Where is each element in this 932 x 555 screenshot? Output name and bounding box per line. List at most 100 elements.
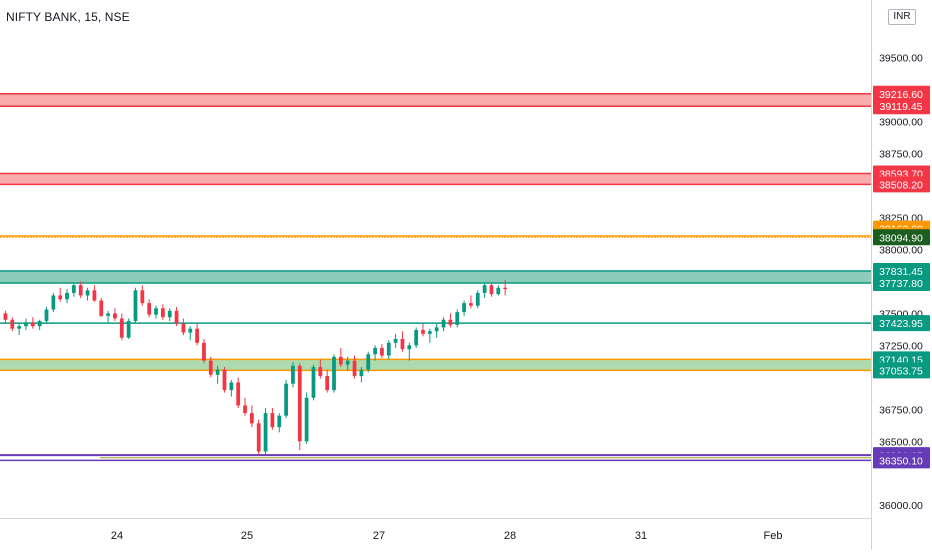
candle-down [202, 338, 206, 364]
candle-up [44, 306, 49, 324]
candle-down [489, 282, 494, 297]
x-tick-label: Feb [764, 530, 783, 542]
currency-label[interactable]: INR [888, 9, 916, 25]
candle-body [359, 369, 364, 377]
candle-body [434, 327, 439, 332]
candle-body [229, 382, 234, 391]
candle-body [373, 347, 377, 355]
candle-down [174, 306, 179, 327]
zone-layer [0, 93, 871, 462]
candle-up [37, 319, 42, 330]
symbol-title[interactable]: NIFTY BANK, 15, NSE [6, 10, 130, 24]
candle-body [113, 313, 117, 319]
candle-up [51, 292, 56, 313]
candle-body [441, 319, 446, 328]
candle-up [496, 285, 501, 296]
price-label-text: 38508.20 [879, 179, 923, 191]
price-label-text: 39119.45 [879, 101, 922, 113]
candle-body [421, 329, 425, 334]
candle-body [427, 331, 432, 334]
candle-body [380, 347, 384, 356]
price-label: 37053.75 [873, 362, 930, 379]
candle-body [44, 309, 49, 322]
candle-body [99, 300, 104, 316]
candle-up [167, 308, 172, 322]
olive-zone-fill [0, 359, 871, 371]
candle-up [441, 317, 446, 332]
candle-body [386, 342, 391, 356]
candle-down [208, 356, 213, 378]
candle-down [113, 308, 117, 322]
candle-down [325, 369, 330, 393]
red-zone-fill [0, 173, 871, 185]
candle-up [71, 282, 76, 297]
candle-up [455, 309, 460, 328]
candle-body [503, 287, 508, 290]
candle-up [277, 413, 282, 433]
candle-body [174, 310, 179, 324]
candle-up [386, 340, 391, 360]
candle-body [469, 303, 473, 306]
candle-body [51, 295, 56, 310]
y-tick-label: 39000.00 [879, 117, 923, 129]
price-label-bg [873, 315, 930, 332]
price-label-text: 37737.80 [879, 278, 923, 290]
axis-layer: 39500.0039000.0038750.0038250.0038000.00… [111, 53, 930, 542]
candle-down [297, 363, 302, 451]
candle-body [147, 303, 152, 315]
candle-body [256, 423, 261, 452]
candle-body [325, 376, 330, 391]
price-label-text: 36350.10 [879, 455, 923, 467]
candle-up [462, 300, 466, 316]
candle-body [414, 329, 419, 346]
y-tick-label: 39500.00 [879, 53, 923, 65]
candle-up [407, 342, 412, 361]
candle-body [181, 323, 186, 333]
candle-body [352, 360, 357, 377]
x-tick-label: 28 [504, 530, 516, 542]
y-tick-label: 38750.00 [879, 148, 923, 160]
candle-down [256, 419, 261, 456]
price-label-bg [873, 85, 930, 102]
candle-up [154, 305, 158, 319]
candle-body [448, 319, 453, 325]
candle-body [160, 308, 165, 318]
candle-body [10, 319, 15, 329]
candle-down [448, 313, 453, 328]
price-label-bg [873, 176, 930, 193]
green-zone-fill [0, 270, 871, 283]
candle-down [222, 367, 227, 393]
candle-up [17, 323, 21, 336]
price-label-text: 38094.90 [879, 232, 923, 244]
candle-up [65, 289, 69, 304]
y-tick-label: 37250.00 [879, 340, 923, 352]
candle-down [92, 285, 97, 302]
candle-body [202, 342, 206, 361]
candle-body [119, 318, 124, 338]
candle-down [400, 331, 405, 352]
candle-body [133, 290, 138, 322]
candle-down [195, 323, 199, 346]
candle-body [270, 413, 275, 428]
candle-body [338, 356, 343, 365]
candle-body [106, 313, 110, 316]
candle-down [160, 304, 165, 320]
candle-up [434, 323, 439, 338]
candle-up [366, 351, 371, 373]
candle-up [126, 318, 131, 339]
candle-up [393, 333, 398, 348]
candle-down [503, 280, 508, 296]
candle-up [311, 364, 316, 401]
candle-down [380, 344, 384, 359]
candle-body [58, 295, 63, 300]
y-tick-label: 36750.00 [879, 404, 923, 416]
candle-down [10, 317, 15, 332]
candle-up [229, 379, 234, 397]
red-zone-fill [0, 93, 871, 107]
price-label-bg [873, 98, 930, 115]
candle-up [215, 365, 220, 384]
candle-body [297, 365, 302, 442]
candle-up [188, 326, 193, 341]
